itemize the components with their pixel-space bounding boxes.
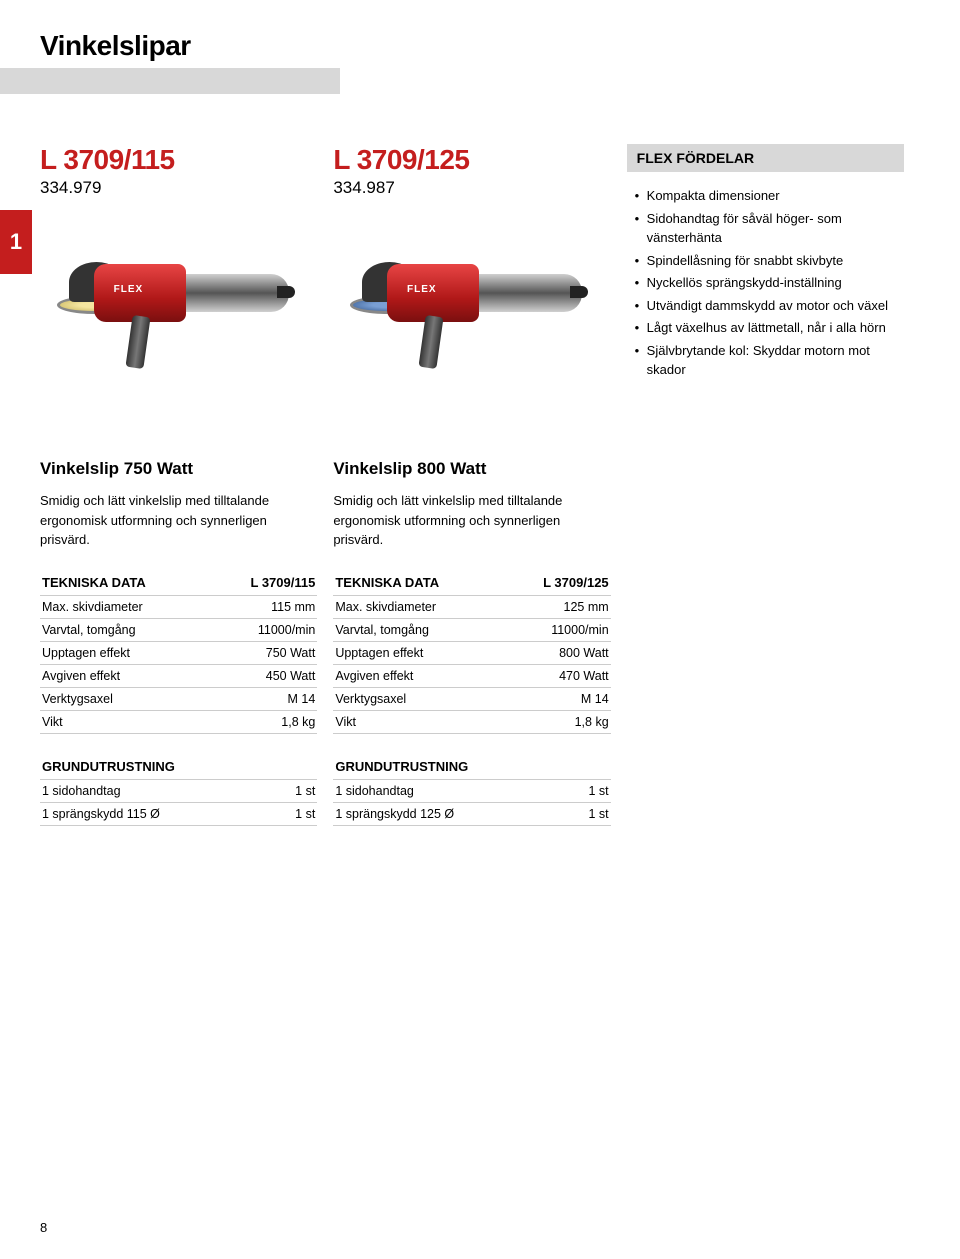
table-row: VerktygsaxelM 14 [40, 687, 317, 710]
product2-details: Vinkelslip 800 Watt Smidig och lätt vink… [333, 459, 610, 846]
table-row: Varvtal, tomgång11000/min [40, 618, 317, 641]
spec-value: 470 Watt [502, 664, 611, 687]
product2-spec-table: TEKNISKA DATA L 3709/125 Max. skivdiamet… [333, 570, 610, 734]
section-tab: 1 [0, 210, 32, 274]
spec-key: Vikt [333, 710, 502, 733]
product1-name: L 3709/115 [40, 144, 317, 176]
brand-label-icon: FLEX [114, 284, 144, 295]
brand-label-icon: FLEX [407, 284, 437, 295]
advantage-item: Spindellåsning för snabbt skivbyte [635, 251, 904, 271]
product1-spec-table: TEKNISKA DATA L 3709/115 Max. skivdiamet… [40, 570, 317, 734]
product2-name: L 3709/125 [333, 144, 610, 176]
spec-key: Max. skivdiameter [40, 595, 209, 618]
advantage-item: Utvändigt dammskydd av motor och växel [635, 296, 904, 316]
spec-model-heading: L 3709/125 [502, 570, 611, 596]
equip-key: 1 sprängskydd 125 Ø [333, 802, 565, 825]
product2-image: FLEX [333, 226, 610, 381]
table-row: VerktygsaxelM 14 [333, 687, 610, 710]
page-title: Vinkelslipar [40, 30, 920, 62]
table-row: Max. skivdiameter125 mm [333, 595, 610, 618]
table-row: Avgiven effekt470 Watt [333, 664, 610, 687]
table-row: Upptagen effekt800 Watt [333, 641, 610, 664]
advantage-item: Självbrytande kol: Skyddar motorn mot sk… [635, 341, 904, 380]
spec-key: Verktygsaxel [40, 687, 209, 710]
equip-heading: GRUNDUTRUSTNING [333, 754, 610, 780]
equip-key: 1 sidohandtag [333, 779, 565, 802]
title-underline-bar [0, 68, 340, 94]
equip-key: 1 sprängskydd 115 Ø [40, 802, 271, 825]
table-row: 1 sidohandtag1 st [40, 779, 317, 802]
table-row: 1 sidohandtag1 st [333, 779, 610, 802]
page-number: 8 [40, 1220, 47, 1235]
advantage-item: Kompakta dimensioner [635, 186, 904, 206]
spec-key: Vikt [40, 710, 209, 733]
advantage-item: Sidohandtag för såväl höger- som vänster… [635, 209, 904, 248]
equip-value: 1 st [565, 779, 611, 802]
table-row: Varvtal, tomgång11000/min [333, 618, 610, 641]
advantages-column: FLEX FÖRDELAR Kompakta dimensioner Sidoh… [627, 144, 904, 419]
product1-image: FLEX [40, 226, 317, 381]
spec-key: Verktygsaxel [333, 687, 502, 710]
spec-key: Varvtal, tomgång [40, 618, 209, 641]
product2-code: 334.987 [333, 178, 610, 198]
advantages-heading: FLEX FÖRDELAR [627, 144, 904, 172]
spec-value: 450 Watt [209, 664, 317, 687]
spec-value: 125 mm [502, 595, 611, 618]
spec-value: 1,8 kg [502, 710, 611, 733]
table-row: 1 sprängskydd 115 Ø1 st [40, 802, 317, 825]
table-row: Upptagen effekt750 Watt [40, 641, 317, 664]
spec-key: Max. skivdiameter [333, 595, 502, 618]
advantage-item: Lågt växelhus av lättmetall, når i alla … [635, 318, 904, 338]
product1-description: Smidig och lätt vinkelslip med tilltalan… [40, 491, 317, 550]
product1-details: Vinkelslip 750 Watt Smidig och lätt vink… [40, 459, 317, 846]
product2-description: Smidig och lätt vinkelslip med tilltalan… [333, 491, 610, 550]
spec-value: M 14 [502, 687, 611, 710]
spec-key: Avgiven effekt [333, 664, 502, 687]
product1-subtitle: Vinkelslip 750 Watt [40, 459, 317, 479]
table-row: Max. skivdiameter115 mm [40, 595, 317, 618]
spec-value: 750 Watt [209, 641, 317, 664]
table-row: Vikt1,8 kg [40, 710, 317, 733]
spec-value: 115 mm [209, 595, 317, 618]
spec-heading: TEKNISKA DATA [333, 570, 502, 596]
spec-value: 11000/min [502, 618, 611, 641]
spec-key: Avgiven effekt [40, 664, 209, 687]
product1-code: 334.979 [40, 178, 317, 198]
spec-value: 1,8 kg [209, 710, 317, 733]
equip-value: 1 st [271, 779, 317, 802]
table-row: Avgiven effekt450 Watt [40, 664, 317, 687]
product-column-1: L 3709/115 334.979 FLEX [40, 144, 317, 419]
spec-value: 800 Watt [502, 641, 611, 664]
equip-heading: GRUNDUTRUSTNING [40, 754, 317, 780]
spec-key: Upptagen effekt [40, 641, 209, 664]
spec-key: Upptagen effekt [333, 641, 502, 664]
table-row: 1 sprängskydd 125 Ø1 st [333, 802, 610, 825]
spec-value: 11000/min [209, 618, 317, 641]
advantage-item: Nyckellös sprängskydd-inställning [635, 273, 904, 293]
equip-key: 1 sidohandtag [40, 779, 271, 802]
product1-equip-table: GRUNDUTRUSTNING 1 sidohandtag1 st 1 sprä… [40, 754, 317, 826]
table-row: Vikt1,8 kg [333, 710, 610, 733]
spec-model-heading: L 3709/115 [209, 570, 317, 596]
product-column-2: L 3709/125 334.987 FLEX [333, 144, 610, 419]
equip-value: 1 st [565, 802, 611, 825]
spec-value: M 14 [209, 687, 317, 710]
spec-heading: TEKNISKA DATA [40, 570, 209, 596]
product2-equip-table: GRUNDUTRUSTNING 1 sidohandtag1 st 1 sprä… [333, 754, 610, 826]
equip-value: 1 st [271, 802, 317, 825]
product2-subtitle: Vinkelslip 800 Watt [333, 459, 610, 479]
advantages-list: Kompakta dimensioner Sidohandtag för såv… [627, 186, 904, 380]
spec-key: Varvtal, tomgång [333, 618, 502, 641]
